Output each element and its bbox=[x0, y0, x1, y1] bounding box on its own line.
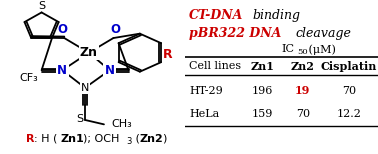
Text: N: N bbox=[81, 83, 89, 93]
Text: Zn2: Zn2 bbox=[140, 134, 164, 144]
Text: S: S bbox=[76, 114, 83, 124]
Text: ): ) bbox=[163, 134, 167, 144]
Text: Zn: Zn bbox=[80, 46, 98, 59]
Text: 196: 196 bbox=[252, 86, 273, 96]
Text: 159: 159 bbox=[252, 109, 273, 119]
Text: binding: binding bbox=[253, 9, 301, 22]
Text: O: O bbox=[110, 23, 120, 36]
Text: cleavage: cleavage bbox=[295, 27, 351, 40]
Text: 12.2: 12.2 bbox=[337, 109, 361, 119]
Text: 70: 70 bbox=[342, 86, 356, 96]
Text: HeLa: HeLa bbox=[189, 109, 219, 119]
Text: R: R bbox=[26, 134, 35, 144]
Text: (: ( bbox=[132, 134, 140, 144]
Text: : H (: : H ( bbox=[34, 134, 57, 144]
Text: Cell lines: Cell lines bbox=[189, 61, 241, 71]
Text: CH₃: CH₃ bbox=[112, 119, 132, 129]
Text: S: S bbox=[38, 1, 45, 11]
Text: 19: 19 bbox=[295, 85, 310, 96]
Text: 3: 3 bbox=[127, 137, 132, 146]
Text: 70: 70 bbox=[296, 109, 310, 119]
Text: CT-DNA: CT-DNA bbox=[189, 9, 243, 22]
Text: R: R bbox=[163, 48, 173, 61]
Text: O: O bbox=[57, 23, 67, 36]
Text: Zn1: Zn1 bbox=[60, 134, 84, 144]
Text: N: N bbox=[57, 64, 67, 77]
Text: CF₃: CF₃ bbox=[19, 73, 38, 83]
Text: N: N bbox=[105, 64, 115, 77]
Text: HT-29: HT-29 bbox=[189, 86, 223, 96]
Text: ); OCH: ); OCH bbox=[83, 134, 119, 144]
Text: IC: IC bbox=[282, 44, 294, 54]
Text: Zn1: Zn1 bbox=[250, 61, 274, 72]
Text: pBR322 DNA: pBR322 DNA bbox=[189, 27, 282, 40]
Text: Zn2: Zn2 bbox=[291, 61, 315, 72]
Text: 50: 50 bbox=[297, 48, 308, 56]
Text: (μM): (μM) bbox=[305, 44, 336, 55]
Text: Cisplatin: Cisplatin bbox=[321, 61, 377, 72]
